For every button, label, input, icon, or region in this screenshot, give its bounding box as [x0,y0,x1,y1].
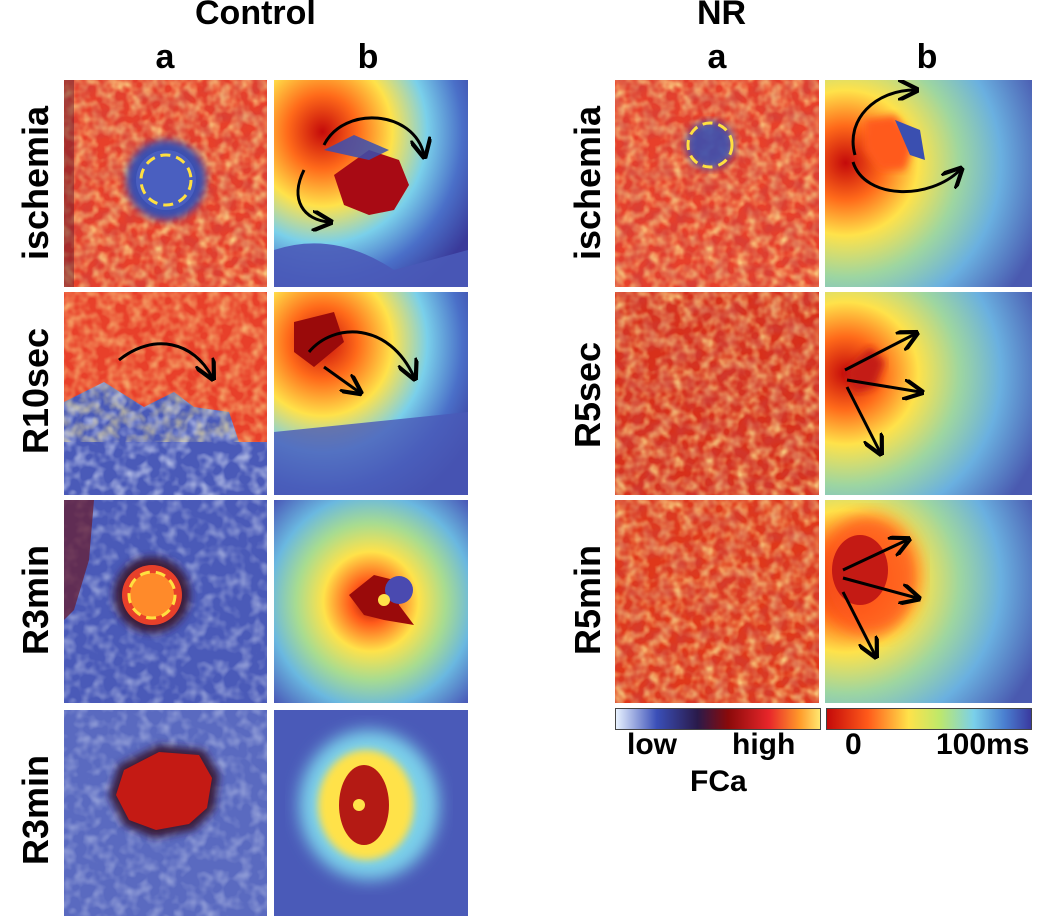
nr-title: NR [697,0,747,32]
nr-row-label-2: R5sec [567,341,608,449]
nr-ischemia-activation-map [825,80,1032,287]
time-colorbar [826,708,1032,730]
nr-row-label-3: R5min [567,544,608,656]
time-end-label: 100ms [936,728,1030,761]
control-r10sec-fca-map [64,292,267,495]
control-col-a-label: a [155,38,175,76]
fca-colorbar [615,708,821,730]
fca-low-label: low [627,728,677,761]
control-ischemia-activation-map [274,80,468,287]
time-start-label: 0 [845,728,862,761]
nr-ischemia-fca-map [615,80,819,287]
control-title: Control [195,0,316,32]
control-row-label-3: R3min [15,544,56,656]
control-r3min-fca-map-1 [64,500,267,703]
nr-col-b-label: b [916,38,938,76]
control-r10sec-activation-map [274,292,468,495]
control-col-b-label: b [357,38,379,76]
fca-title: FCa [690,765,747,798]
nr-row-label-1: ischemia [567,105,608,261]
control-r3min-fca-map-2 [64,710,267,916]
control-row-label-1: ischemia [15,105,56,261]
fca-high-label: high [732,728,796,761]
nr-r5min-activation-map [825,500,1032,703]
nr-r5sec-activation-map [825,292,1032,495]
control-row-label-4: R3min [15,754,56,866]
control-r3min-activation-map-1 [274,500,468,703]
control-ischemia-fca-map [64,80,267,287]
control-r3min-activation-map-2 [274,710,468,916]
nr-col-a-label: a [707,38,727,76]
nr-r5min-fca-map [615,500,819,703]
control-row-label-2: R10sec [15,327,56,455]
nr-r5sec-fca-map [615,292,819,495]
